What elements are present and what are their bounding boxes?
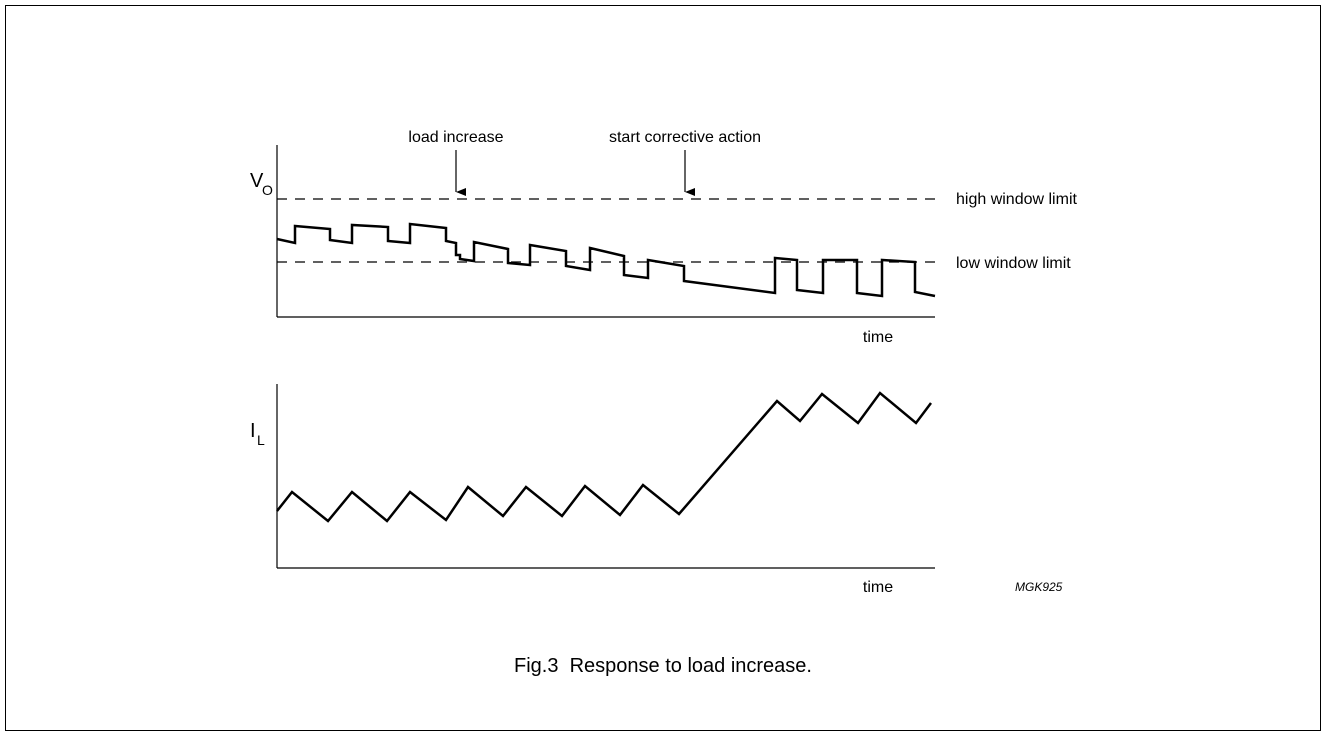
il-plot: I L time MGK925 xyxy=(250,384,1063,596)
il-ylabel-sub: L xyxy=(257,432,265,448)
vo-ylabel-main: V xyxy=(250,170,264,192)
vo-xlabel: time xyxy=(863,329,893,346)
vo-ylabel-sub: O xyxy=(262,182,273,198)
il-ylabel-main: I xyxy=(250,420,256,442)
figure-code: MGK925 xyxy=(1015,580,1063,594)
il-waveform xyxy=(276,391,932,523)
high-window-limit-label: high window limit xyxy=(956,191,1077,208)
figure-frame xyxy=(5,5,1321,731)
start-corrective-label: start corrective action xyxy=(609,129,761,146)
vo-plot: load increase start corrective action hi… xyxy=(250,129,1077,346)
il-xlabel: time xyxy=(863,579,893,596)
low-window-limit-label: low window limit xyxy=(956,255,1071,272)
vo-waveform xyxy=(276,222,936,298)
figure-caption: Fig.3 Response to load increase. xyxy=(514,655,812,677)
load-increase-label: load increase xyxy=(408,129,503,146)
